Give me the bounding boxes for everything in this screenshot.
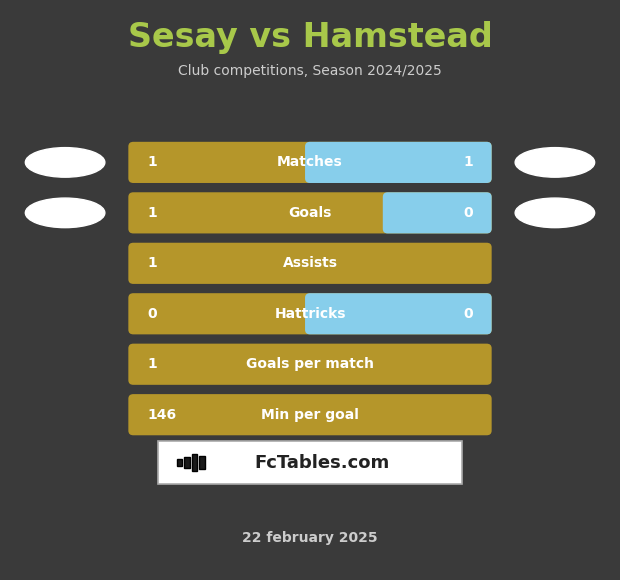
Text: 0: 0 [463,307,473,321]
FancyBboxPatch shape [128,142,492,183]
Text: 0: 0 [147,307,157,321]
Ellipse shape [25,148,105,177]
FancyBboxPatch shape [305,142,492,183]
FancyBboxPatch shape [383,192,492,233]
FancyBboxPatch shape [128,192,492,233]
Text: 0: 0 [463,206,473,220]
Text: Hattricks: Hattricks [274,307,346,321]
FancyBboxPatch shape [192,454,197,471]
Text: Goals: Goals [288,206,332,220]
Ellipse shape [23,145,107,180]
Ellipse shape [513,195,596,230]
FancyBboxPatch shape [128,343,492,385]
FancyBboxPatch shape [158,441,462,484]
FancyBboxPatch shape [184,457,190,469]
Text: Min per goal: Min per goal [261,408,359,422]
FancyBboxPatch shape [128,293,492,334]
Text: 1: 1 [147,256,157,270]
Text: Goals per match: Goals per match [246,357,374,371]
FancyBboxPatch shape [128,242,492,284]
FancyBboxPatch shape [305,293,492,334]
Ellipse shape [513,145,596,180]
Ellipse shape [515,198,595,228]
FancyBboxPatch shape [128,394,492,435]
Text: Assists: Assists [283,256,337,270]
Text: Matches: Matches [277,155,343,169]
Text: FcTables.com: FcTables.com [255,454,390,472]
Text: 1: 1 [147,206,157,220]
Text: Club competitions, Season 2024/2025: Club competitions, Season 2024/2025 [178,64,442,78]
Text: Sesay vs Hamstead: Sesay vs Hamstead [128,21,492,54]
Ellipse shape [23,195,107,230]
Text: 1: 1 [147,357,157,371]
FancyBboxPatch shape [177,459,182,466]
FancyBboxPatch shape [199,456,205,469]
Ellipse shape [25,198,105,228]
Text: 1: 1 [463,155,473,169]
Text: 22 february 2025: 22 february 2025 [242,531,378,545]
Text: 146: 146 [147,408,176,422]
Ellipse shape [515,148,595,177]
Text: 1: 1 [147,155,157,169]
